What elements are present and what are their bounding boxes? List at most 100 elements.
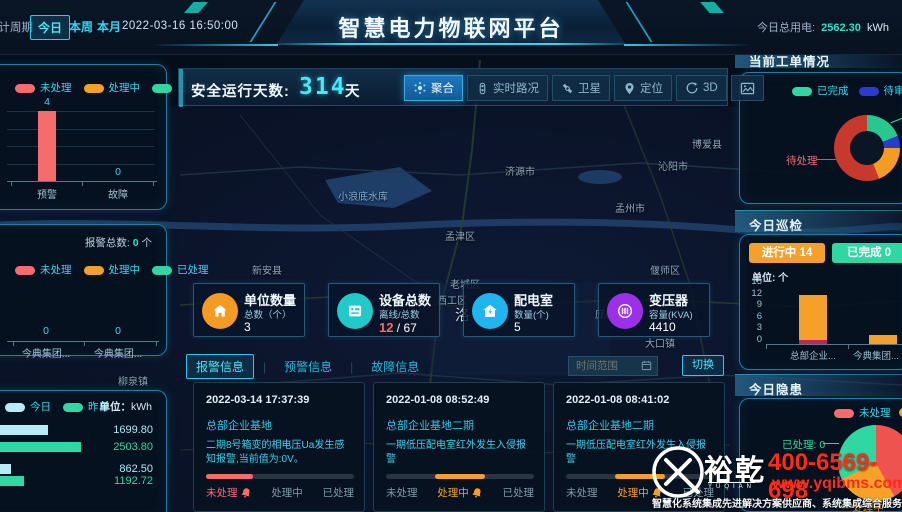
- view-3d-button[interactable]: 3D: [676, 75, 727, 101]
- cluster-button[interactable]: 聚合: [404, 75, 463, 101]
- alarm-progress-track: [206, 474, 354, 479]
- tab-alarm-info[interactable]: 报警信息: [186, 354, 255, 379]
- period-tab-month[interactable]: 本月: [97, 20, 122, 34]
- map-label: 小浪底水库: [338, 192, 388, 203]
- energy-unit-label: 单位：kWh: [99, 401, 153, 413]
- satellite-button[interactable]: 卫星: [552, 75, 610, 101]
- alarm-site: 总部企业基地二期: [566, 420, 654, 432]
- traffic-button-label: 实时路况: [493, 83, 539, 95]
- header-accent-right: [700, 2, 724, 13]
- device-meter-icon: [337, 293, 373, 329]
- alarm-progress-fill: [614, 474, 666, 479]
- locate-button-label: 定位: [640, 83, 663, 95]
- time-range-input[interactable]: [568, 356, 658, 376]
- bar-value: 0: [115, 166, 121, 178]
- stat-card-sub: 容量(KVA): [649, 310, 693, 321]
- rotate-3d-icon: [686, 82, 698, 94]
- safe-days-label: 安全运行天数:: [191, 84, 290, 100]
- cluster-button-label: 聚合: [431, 83, 454, 95]
- inspection-completed-button[interactable]: 已完成 0: [832, 243, 902, 263]
- alarm-description: 一期低压配电室红外发生入侵报警: [566, 440, 706, 465]
- alarm-steps: 未处理 处理中 已处理: [206, 485, 354, 500]
- step-unhandled: 未处理: [386, 487, 418, 499]
- hbar-value: 862.50: [119, 463, 153, 475]
- step-processed: 已处理: [682, 487, 715, 499]
- stat-card-value: 3: [244, 320, 251, 334]
- traffic-button[interactable]: 实时路况: [467, 75, 548, 101]
- bar-category: 今典集团...: [853, 351, 899, 362]
- map-label: 济源市: [505, 167, 535, 178]
- today-energy-unit: kWh: [866, 22, 889, 34]
- toolbar-accent: [179, 69, 183, 107]
- inspection-bar-hq: [799, 295, 827, 340]
- bar-category: 今典集团...: [21, 349, 71, 360]
- map-label: 柳泉镇: [118, 377, 148, 388]
- today-energy-label: 今日总用电:: [757, 22, 816, 34]
- alarm-card[interactable]: 2022-01-08 08:41:02 总部企业基地二期 一期低压配电室红外发生…: [553, 382, 725, 512]
- basemap-button[interactable]: [730, 75, 764, 101]
- stat-card-title: 变压器: [649, 293, 689, 308]
- transformer-icon: [607, 293, 643, 329]
- alarm-progress-track: [386, 474, 534, 479]
- bell-icon: [652, 487, 661, 497]
- cluster-icon: [414, 82, 426, 94]
- location-pin-icon: [625, 82, 634, 94]
- map-toolbar: 安全运行天数: 314 天 聚合 实时路况 卫星 定位 3D: [178, 68, 764, 107]
- stat-card-transformers[interactable]: 变压器 容量(KVA) 4410: [598, 283, 710, 337]
- banner-diagonal-left: [249, 2, 277, 42]
- y-tick: 6: [756, 311, 762, 322]
- hazards-pie-chart[interactable]: [838, 425, 902, 501]
- y-tick: 0: [756, 334, 762, 345]
- y-tick: 9: [756, 299, 762, 310]
- stat-card-devices[interactable]: 设备总数 离线/总数 12 / 67: [328, 283, 440, 337]
- total-count: 67: [403, 321, 417, 335]
- panel-title: 当前工单情况: [749, 55, 831, 69]
- switch-button[interactable]: 切换: [682, 355, 724, 376]
- bar-warning: [38, 111, 56, 181]
- period-tab-today[interactable]: 今日: [30, 15, 71, 40]
- map-label: 孟津区: [445, 232, 475, 243]
- work-order-donut-chart[interactable]: [834, 115, 900, 181]
- safe-days-unit: 天: [345, 84, 360, 100]
- view-3d-button-label: 3D: [703, 82, 718, 94]
- map-label: 孟州市: [615, 204, 645, 215]
- hbar-today-2: [0, 464, 11, 474]
- panel-header-hazards: 今日隐患: [735, 374, 902, 397]
- header-energy-stats: 今日总用电: 2562.30 kWh 当前总功率: [757, 19, 902, 35]
- map-label: 沁阳市: [658, 162, 688, 173]
- donut-callout-line: [890, 115, 902, 124]
- alarm-steps: 未处理 处理中 已处理: [386, 485, 534, 500]
- satellite-icon: [562, 83, 573, 93]
- hbar-value: 1699.80: [113, 424, 153, 436]
- bar-value: 0: [115, 325, 121, 337]
- y-tick: 12: [751, 288, 762, 299]
- period-tab-week[interactable]: 本周: [69, 20, 94, 34]
- hbar-yesterday-1: [0, 442, 81, 452]
- hbar-value: 2503.80: [113, 441, 153, 453]
- map-label: 西工区: [437, 296, 467, 307]
- tab-fault-info[interactable]: 故障信息: [371, 360, 420, 374]
- alarm-description: 二期8号箱变的相电压Ua发生感知报警,当前值为:0V。: [206, 440, 345, 465]
- alarm-total: 报警总数: 0 个: [84, 237, 152, 249]
- alarm-card[interactable]: 2022-01-08 08:52:49 总部企业基地二期 一期低压配电室红外发生…: [373, 382, 545, 512]
- hbar-today-1: [0, 425, 48, 435]
- bar-category: 今典集团...: [93, 349, 143, 360]
- bar-category: 故障: [108, 190, 128, 201]
- stat-card-title: 配电室: [514, 293, 554, 308]
- safe-days-value: 314: [299, 74, 347, 100]
- donut-callout-line: [816, 159, 836, 160]
- stat-card-power-rooms[interactable]: 配电室 数量(个) 5: [463, 283, 575, 337]
- y-tick: 15: [751, 276, 762, 287]
- locate-button[interactable]: 定位: [614, 75, 672, 101]
- header-accent-left: [184, 2, 208, 13]
- tab-warning-info[interactable]: 预警信息: [284, 360, 333, 374]
- alarm-card[interactable]: 2022-03-14 17:37:39 总部企业基地 二期8号箱变的相电压Ua发…: [193, 382, 365, 512]
- panel-energy-compare: 今日 昨日 单位：kWh 1699.80 2503.80 862.50 1192…: [0, 390, 167, 512]
- inspection-in-progress-button[interactable]: 进行中 14: [749, 243, 825, 263]
- inspection-bar-group: [869, 335, 897, 344]
- stat-card-units[interactable]: 单位数量 总数（个） 3: [193, 283, 305, 337]
- panel-alarm-stats: 未处理 处理中 已处理 4 0 预警 故障: [0, 64, 209, 210]
- step-unhandled: 未处理: [566, 487, 598, 499]
- donut-callout-label: 待处理: [786, 155, 818, 167]
- stat-card-sub: 数量(个): [514, 310, 549, 321]
